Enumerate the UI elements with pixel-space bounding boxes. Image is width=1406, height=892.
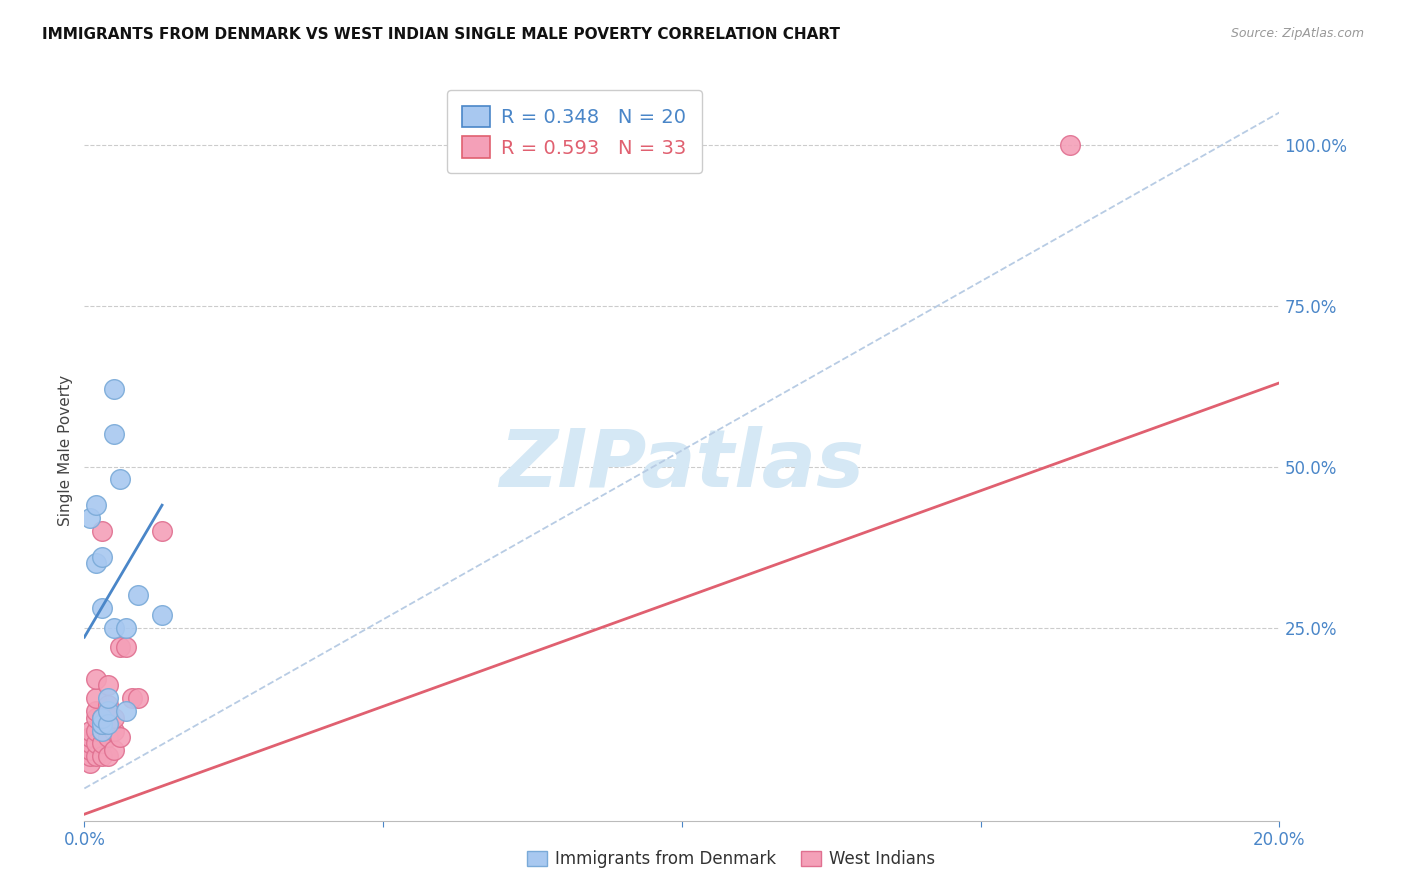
Point	[91, 711, 114, 725]
Point	[91, 549, 114, 564]
Point	[86, 672, 108, 686]
Point	[115, 640, 138, 654]
Point	[79, 756, 101, 770]
Legend: Immigrants from Denmark, West Indians: Immigrants from Denmark, West Indians	[520, 844, 942, 875]
Point	[91, 711, 114, 725]
Point	[79, 723, 101, 738]
Point	[79, 511, 101, 525]
Point	[150, 607, 173, 622]
Point	[97, 698, 120, 712]
Point	[97, 691, 120, 706]
Point	[79, 736, 101, 750]
Point	[91, 723, 114, 738]
Point	[97, 717, 120, 731]
Point	[110, 472, 132, 486]
Point	[115, 704, 138, 718]
Point	[86, 498, 108, 512]
Point	[86, 691, 108, 706]
Point	[110, 730, 132, 744]
Point	[97, 749, 120, 764]
Point	[91, 723, 114, 738]
Point	[86, 749, 108, 764]
Point	[86, 711, 108, 725]
Point	[86, 736, 108, 750]
Point	[103, 382, 125, 396]
Point	[103, 743, 125, 757]
Point	[91, 717, 114, 731]
Point	[86, 556, 108, 570]
Point	[127, 588, 149, 602]
Text: IMMIGRANTS FROM DENMARK VS WEST INDIAN SINGLE MALE POVERTY CORRELATION CHART: IMMIGRANTS FROM DENMARK VS WEST INDIAN S…	[42, 27, 841, 42]
Point	[103, 427, 125, 442]
Point	[1059, 137, 1081, 152]
Point	[79, 749, 101, 764]
Point	[86, 723, 108, 738]
Y-axis label: Single Male Poverty: Single Male Poverty	[58, 375, 73, 526]
Text: ZIPatlas: ZIPatlas	[499, 426, 865, 504]
Point	[97, 730, 120, 744]
Point	[127, 691, 149, 706]
Point	[110, 640, 132, 654]
Point	[150, 524, 173, 538]
Point	[97, 704, 120, 718]
Point	[103, 711, 125, 725]
Point	[91, 749, 114, 764]
Text: Source: ZipAtlas.com: Source: ZipAtlas.com	[1230, 27, 1364, 40]
Point	[79, 730, 101, 744]
Point	[103, 620, 125, 634]
Legend: R = 0.348   N = 20, R = 0.593   N = 33: R = 0.348 N = 20, R = 0.593 N = 33	[447, 90, 702, 173]
Point	[91, 717, 114, 731]
Point	[121, 691, 143, 706]
Point	[97, 717, 120, 731]
Point	[91, 524, 114, 538]
Point	[86, 704, 108, 718]
Point	[79, 743, 101, 757]
Point	[91, 736, 114, 750]
Point	[91, 601, 114, 615]
Point	[115, 620, 138, 634]
Point	[97, 678, 120, 692]
Point	[103, 723, 125, 738]
